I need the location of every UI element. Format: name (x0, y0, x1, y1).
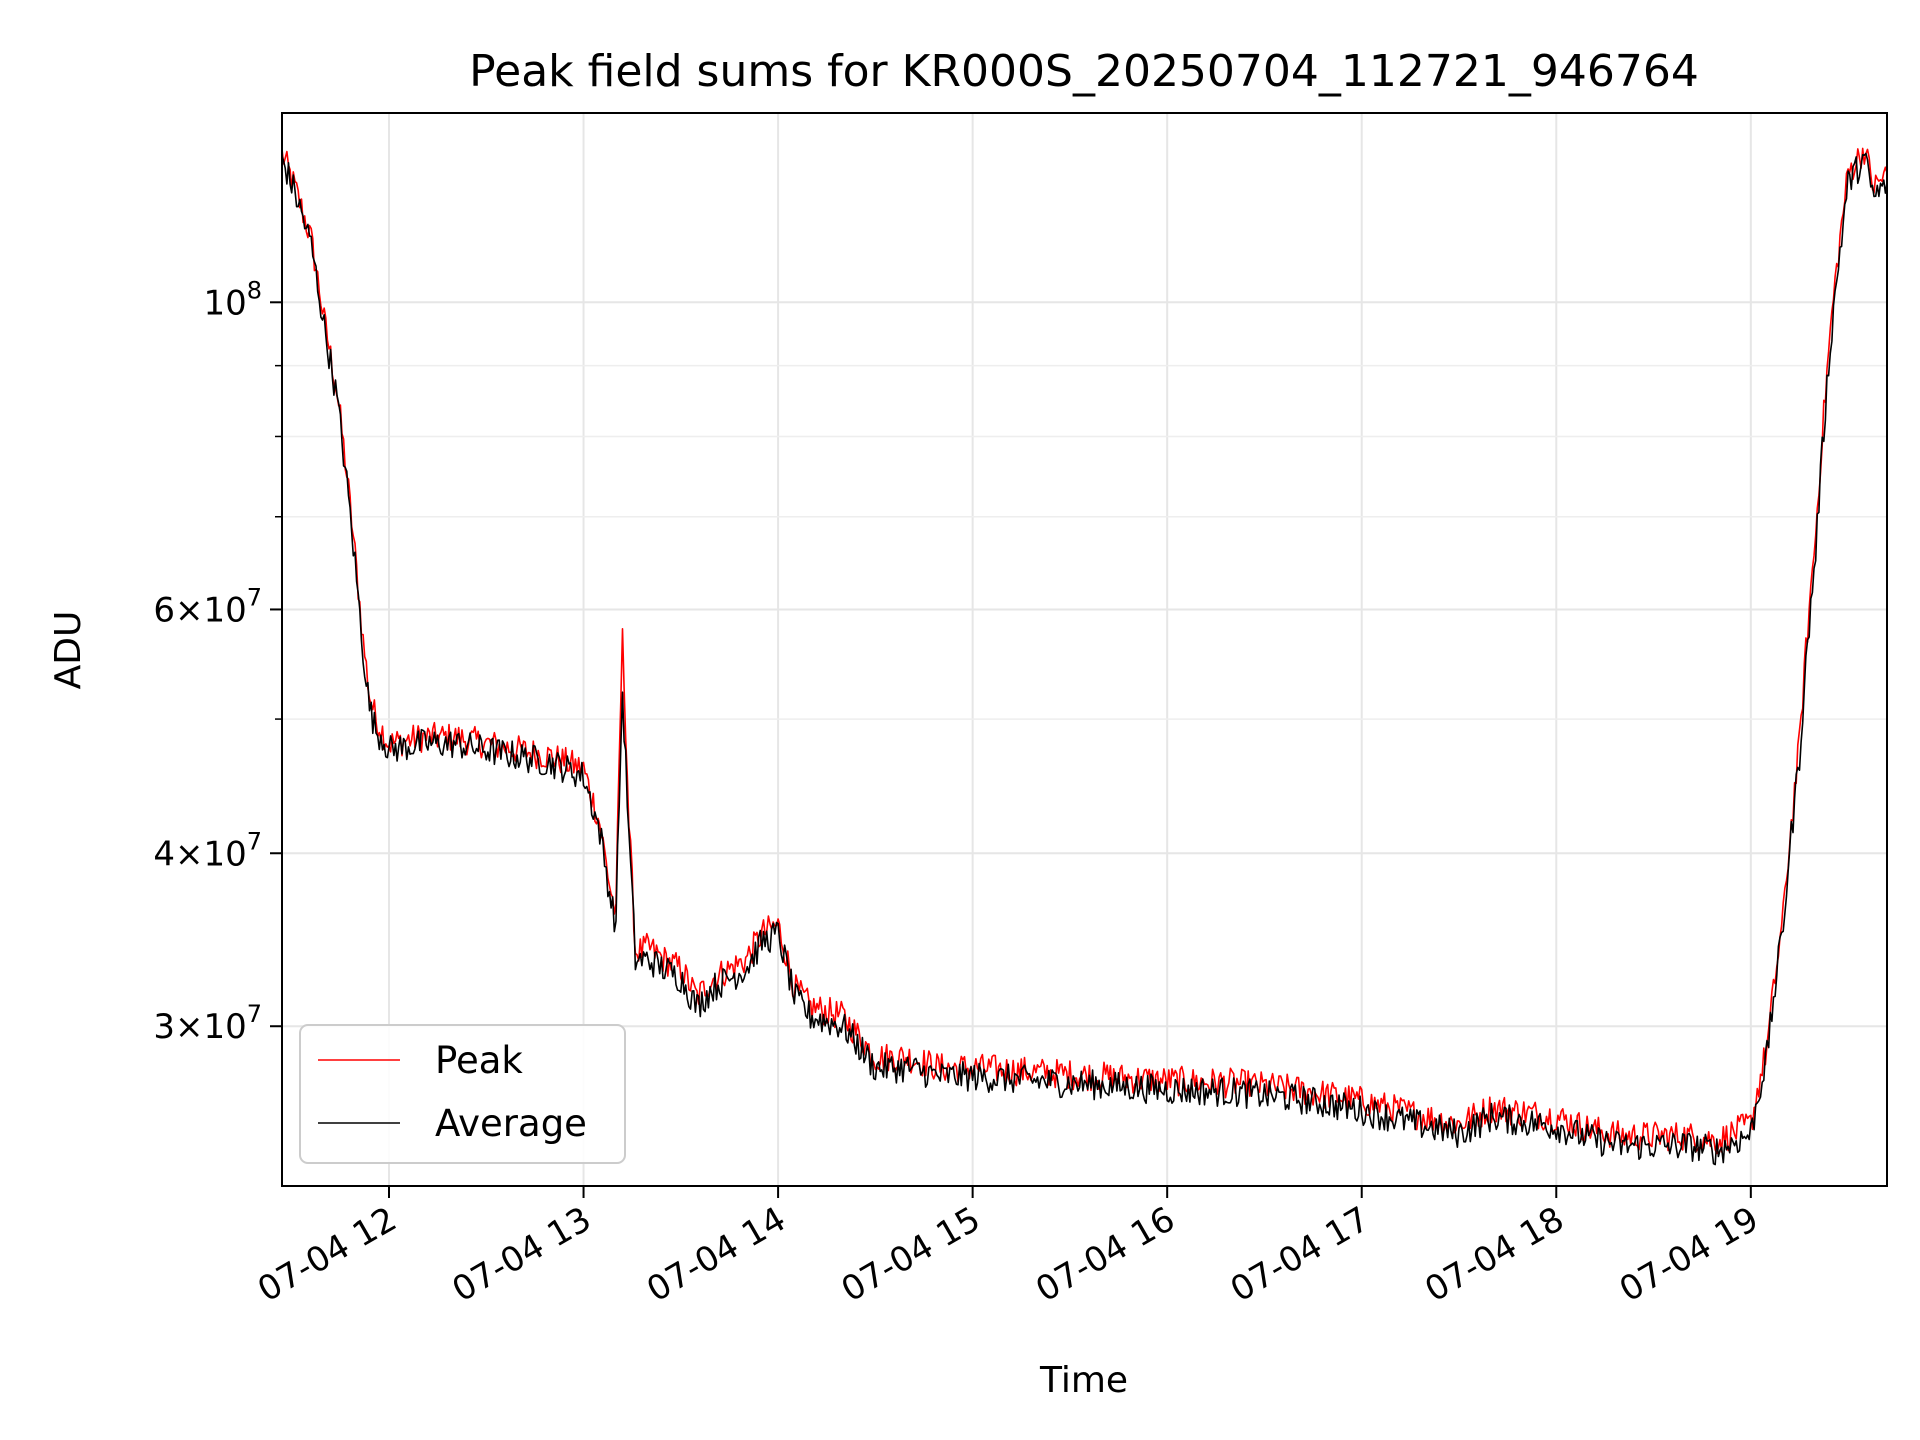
series-average-line (281, 152, 1888, 1166)
x-axis-label: Time (1039, 1360, 1128, 1401)
grid-lines (282, 113, 1887, 1186)
plot-frame (281, 112, 1888, 1187)
x-tick-label: 07-04 16 (1029, 1199, 1181, 1310)
x-tick-label: 07-04 18 (1418, 1199, 1570, 1310)
y-tick-label: 6×107 (153, 583, 262, 630)
x-tick-label: 07-04 15 (835, 1199, 987, 1310)
x-tick-label: 07-04 12 (251, 1199, 403, 1310)
chart-title: Peak field sums for KR000S_20250704_1127… (469, 46, 1699, 97)
x-tick-label: 07-04 17 (1224, 1199, 1376, 1310)
y-tick-label: 4×107 (153, 827, 262, 874)
legend-average-label: Average (435, 1102, 587, 1145)
x-tick-label: 07-04 14 (640, 1199, 792, 1310)
y-tick-label: 108 (203, 276, 262, 323)
legend-peak-label: Peak (435, 1039, 523, 1082)
x-tick-label: 07-04 19 (1613, 1199, 1765, 1310)
series-peak-line (281, 147, 1888, 1155)
legend: Peak Average (299, 1024, 626, 1164)
y-axis: 3×107 4×107 6×107 108 (153, 276, 282, 1047)
series-layer (281, 147, 1888, 1166)
x-tick-label: 07-04 13 (446, 1199, 598, 1310)
y-tick-label: 3×107 (153, 1000, 262, 1047)
y-axis-label: ADU (48, 611, 89, 690)
x-axis: 07-04 12 07-04 13 07-04 14 07-04 15 07-04 16… (251, 1186, 1765, 1310)
